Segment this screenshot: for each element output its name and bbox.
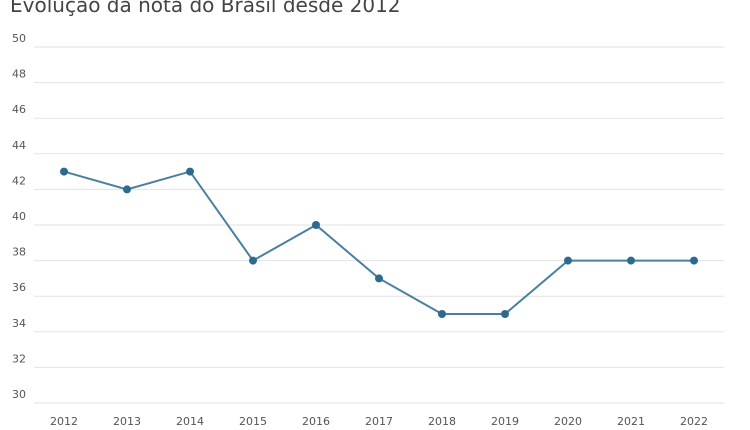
point [375, 274, 383, 283]
point [564, 256, 572, 265]
y-tick-label: 32 [12, 352, 26, 365]
x-tick-label: 2014 [176, 415, 204, 428]
x-tick-label: 2017 [365, 415, 393, 428]
point [249, 256, 257, 265]
point [312, 221, 320, 229]
point [627, 256, 635, 265]
point [501, 310, 509, 318]
x-tick-label: 2020 [554, 415, 582, 428]
x-tick-label: 2019 [491, 415, 519, 428]
y-tick-label: 48 [12, 68, 26, 81]
y-tick-label: 30 [12, 388, 26, 401]
point [60, 167, 68, 176]
x-tick-label: 2012 [50, 415, 78, 428]
y-tick-label: 38 [12, 246, 26, 259]
y-tick-label: 36 [12, 281, 26, 294]
x-tick-label: 2013 [113, 415, 141, 428]
x-tick-label: 2018 [428, 415, 456, 428]
y-tick-label: 44 [12, 139, 26, 152]
x-tick-label: 2016 [302, 415, 330, 428]
point [438, 310, 446, 318]
y-tick-label: 46 [12, 103, 26, 116]
point [186, 167, 194, 176]
chart-title: Evolução da nota do Brasil desde 2012 [10, 0, 401, 17]
x-tick-label: 2022 [680, 415, 708, 428]
point [690, 256, 698, 265]
y-tick-label: 40 [12, 210, 26, 223]
point [123, 185, 131, 194]
x-tick-label: 2015 [239, 415, 267, 428]
line-series [63, 170, 694, 315]
y-tick-label: 42 [12, 174, 26, 187]
y-tick-label: 34 [12, 317, 26, 330]
y-tick-label: 50 [12, 32, 26, 45]
x-tick-label: 2021 [617, 415, 645, 428]
